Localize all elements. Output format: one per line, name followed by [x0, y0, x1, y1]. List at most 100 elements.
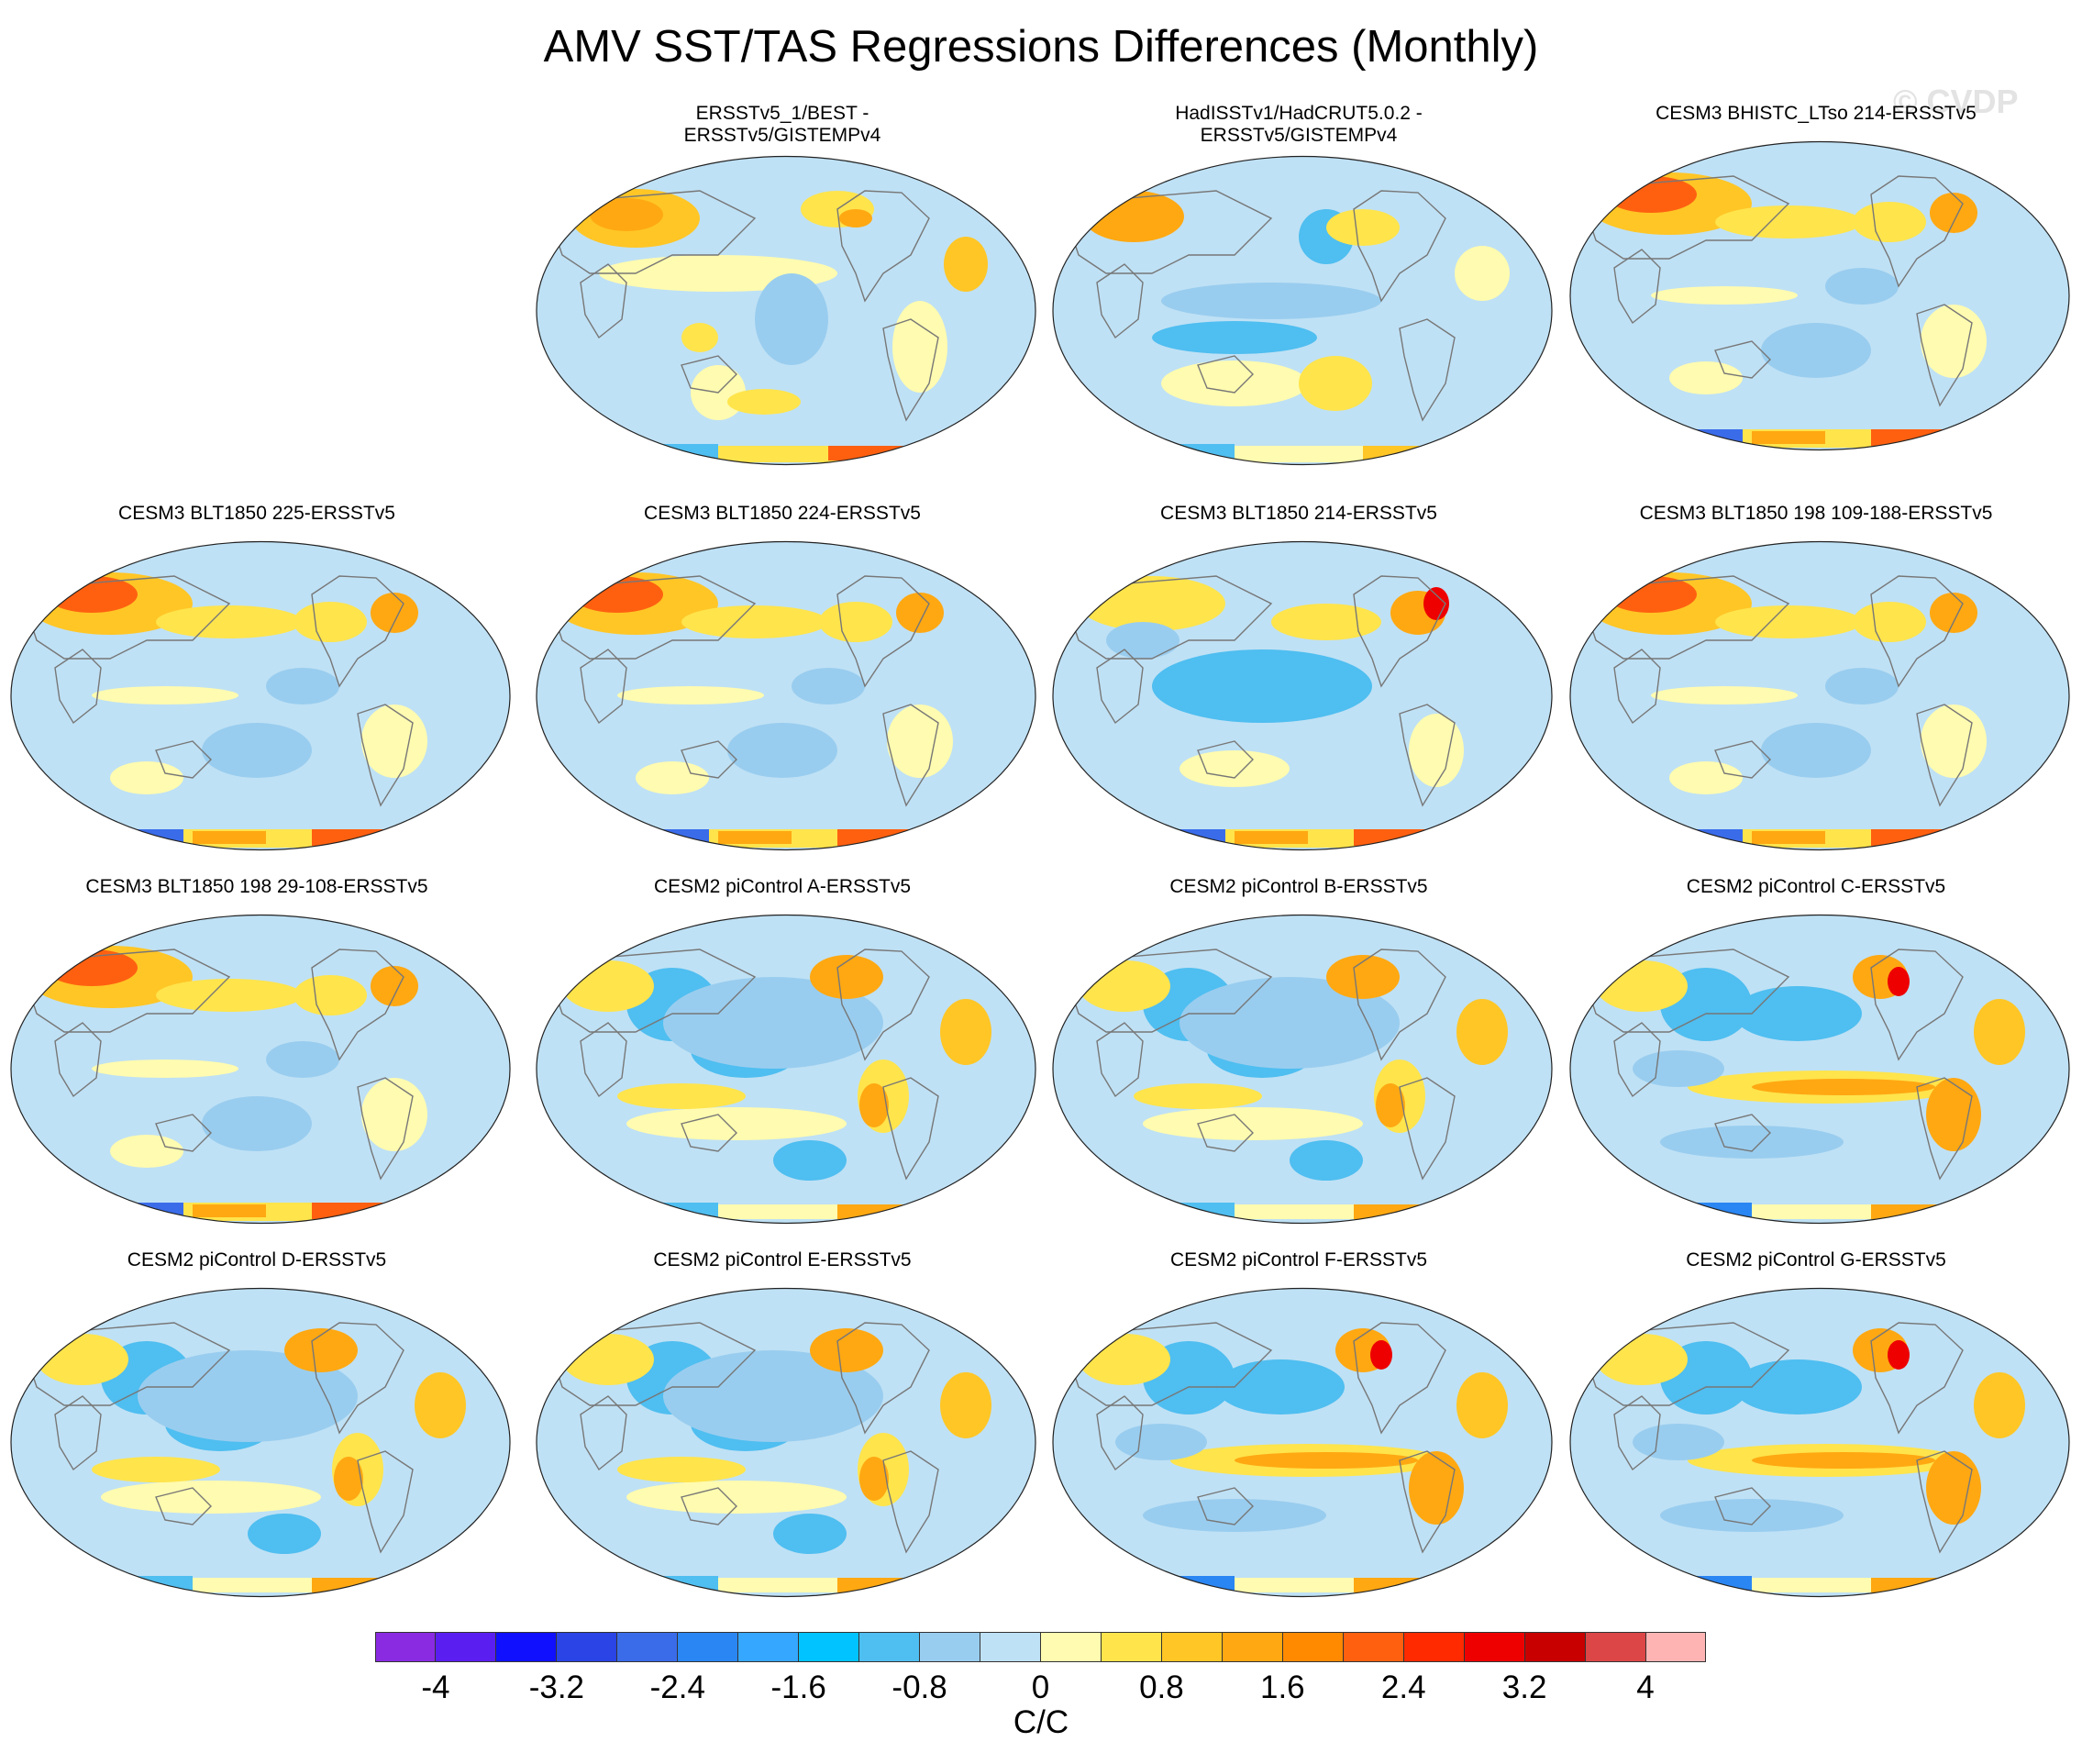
anomaly-blob	[110, 761, 183, 794]
colorbar-segment	[496, 1632, 557, 1662]
anomaly-blob	[1456, 1372, 1508, 1438]
panel-title-line: CESM2 piControl G-ERSSTv5	[1686, 1249, 1946, 1270]
colorbar-segment	[738, 1632, 799, 1662]
anomaly-blob	[859, 1457, 889, 1501]
coastline	[1586, 1322, 1790, 1406]
anomaly-blob	[1660, 1499, 1844, 1532]
anomaly-blob	[1921, 704, 1987, 778]
anomaly-blob	[1888, 967, 1910, 996]
coastline	[1069, 949, 1273, 1033]
panel-title: CESM3 BLT1850 198 29-108-ERSSTv5	[0, 876, 514, 898]
colorbar-segment	[1223, 1632, 1283, 1662]
map-panel: ERSSTv5_1/BEST - ERSSTv5/GISTEMPv4	[526, 103, 1039, 466]
coastline	[54, 1022, 102, 1098]
anomaly-blob	[1642, 429, 1743, 446]
coastline	[836, 949, 930, 1061]
map-border	[536, 540, 1036, 851]
world-map	[10, 540, 511, 851]
coastline	[1613, 649, 1661, 725]
colorbar-segment	[920, 1632, 980, 1662]
map-panel: CESM3 BLT1850 198 109-188-ERSSTv5	[1559, 503, 2073, 865]
anomaly-blob	[887, 704, 953, 778]
anomaly-blob	[1326, 209, 1400, 246]
coastline	[311, 949, 404, 1061]
map-panel: CESM3 BHISTC_LTso 214-ERSSTv5	[1559, 103, 2073, 465]
anomaly-blob	[892, 301, 947, 393]
coastline	[1714, 740, 1771, 779]
panel-title: ERSSTv5_1/BEST - ERSSTv5/GISTEMPv4	[526, 103, 1039, 147]
colorbar-tick-label: -4	[421, 1670, 450, 1705]
anomaly-blob	[101, 1481, 321, 1514]
anomaly-blob	[590, 198, 663, 231]
coastline	[1916, 704, 1973, 807]
coastline	[1096, 263, 1144, 339]
anomaly-blob	[1161, 361, 1308, 406]
coastline	[155, 1487, 212, 1525]
coastline	[1870, 575, 1964, 688]
colorbar-tick-label: 3.2	[1501, 1670, 1547, 1705]
world-map	[1569, 540, 2070, 851]
panel-title-line: CESM3 BLT1850 224-ERSSTv5	[644, 503, 921, 524]
anomaly-blob	[1660, 1126, 1844, 1159]
coastline	[1197, 1487, 1254, 1525]
anomaly-blob	[944, 237, 988, 292]
anomaly-blob	[1733, 1359, 1862, 1415]
anomaly-blob	[626, 1107, 847, 1140]
anomaly-blob	[1083, 191, 1184, 242]
anomaly-blob	[1423, 587, 1449, 620]
anomaly-blob	[727, 389, 801, 415]
panel-title-line: HadISSTv1/HadCRUT5.0.2 -	[1175, 103, 1423, 124]
panel-title: CESM2 piControl E-ERSSTv5	[526, 1249, 1039, 1271]
anomaly-blob	[293, 602, 367, 642]
map-panel: CESM3 BLT1850 214-ERSSTv5	[1042, 503, 1556, 865]
coastline	[882, 1077, 939, 1181]
colorbar-segment	[799, 1632, 859, 1662]
coastline	[1096, 1022, 1144, 1098]
map-panel: CESM2 piControl C-ERSSTv5	[1559, 876, 2073, 1238]
coastline	[1069, 575, 1273, 660]
anomaly-blob	[663, 977, 883, 1069]
panel-title-line: CESM3 BLT1850 225-ERSSTv5	[118, 503, 395, 524]
panel-title: CESM3 BLT1850 198 109-188-ERSSTv5	[1559, 503, 2073, 525]
anomaly-blob	[681, 605, 828, 638]
coastline	[1353, 190, 1446, 303]
anomaly-blob	[1143, 1107, 1363, 1140]
panel-title: CESM2 piControl A-ERSSTv5	[526, 876, 1039, 898]
map-border	[1052, 914, 1553, 1225]
anomaly-blob	[202, 723, 312, 778]
map-border	[1569, 914, 2070, 1225]
anomaly-blob	[940, 1372, 991, 1438]
anomaly-blob	[1669, 361, 1743, 394]
anomaly-blob	[83, 1576, 193, 1591]
anomaly-blob	[284, 1328, 358, 1372]
panel-title-line: ERSSTv5/GISTEMPv4	[1200, 125, 1398, 146]
coastline	[1586, 175, 1790, 260]
coastline	[1069, 190, 1273, 274]
map-border	[1569, 140, 2070, 451]
anomaly-blob	[1134, 1083, 1262, 1109]
colorbar-segment	[1404, 1632, 1465, 1662]
world-map	[1569, 1287, 2070, 1598]
coastline	[54, 649, 102, 725]
anomaly-blob	[1106, 622, 1179, 659]
panel-title-line: CESM2 piControl D-ERSSTv5	[127, 1249, 387, 1270]
map-panel: CESM2 piControl A-ERSSTv5	[526, 876, 1039, 1238]
panel-title-line: CESM3 BHISTC_LTso 214-ERSSTv5	[1656, 103, 1977, 124]
panel-title: CESM3 BLT1850 224-ERSSTv5	[526, 503, 1039, 525]
anomaly-blob	[1161, 283, 1381, 319]
anomaly-blob	[1926, 1451, 1981, 1525]
panel-title-line: CESM2 piControl A-ERSSTv5	[653, 876, 912, 897]
coastline	[580, 1022, 627, 1098]
map-panel: CESM3 BLT1850 198 29-108-ERSSTv5	[0, 876, 514, 1238]
colorbar-tick-label: -2.4	[649, 1670, 705, 1705]
anomaly-blob	[1633, 1424, 1724, 1460]
coastline	[155, 1114, 212, 1152]
anomaly-blob	[1642, 1576, 1752, 1591]
anomaly-blob	[83, 1203, 183, 1219]
anomaly-blob	[718, 831, 792, 844]
anomaly-blob	[266, 1041, 339, 1078]
anomaly-blob	[1752, 831, 1825, 844]
anomaly-blob	[1271, 604, 1381, 640]
colorbar-segment	[1162, 1632, 1223, 1662]
anomaly-blob	[1651, 686, 1798, 704]
